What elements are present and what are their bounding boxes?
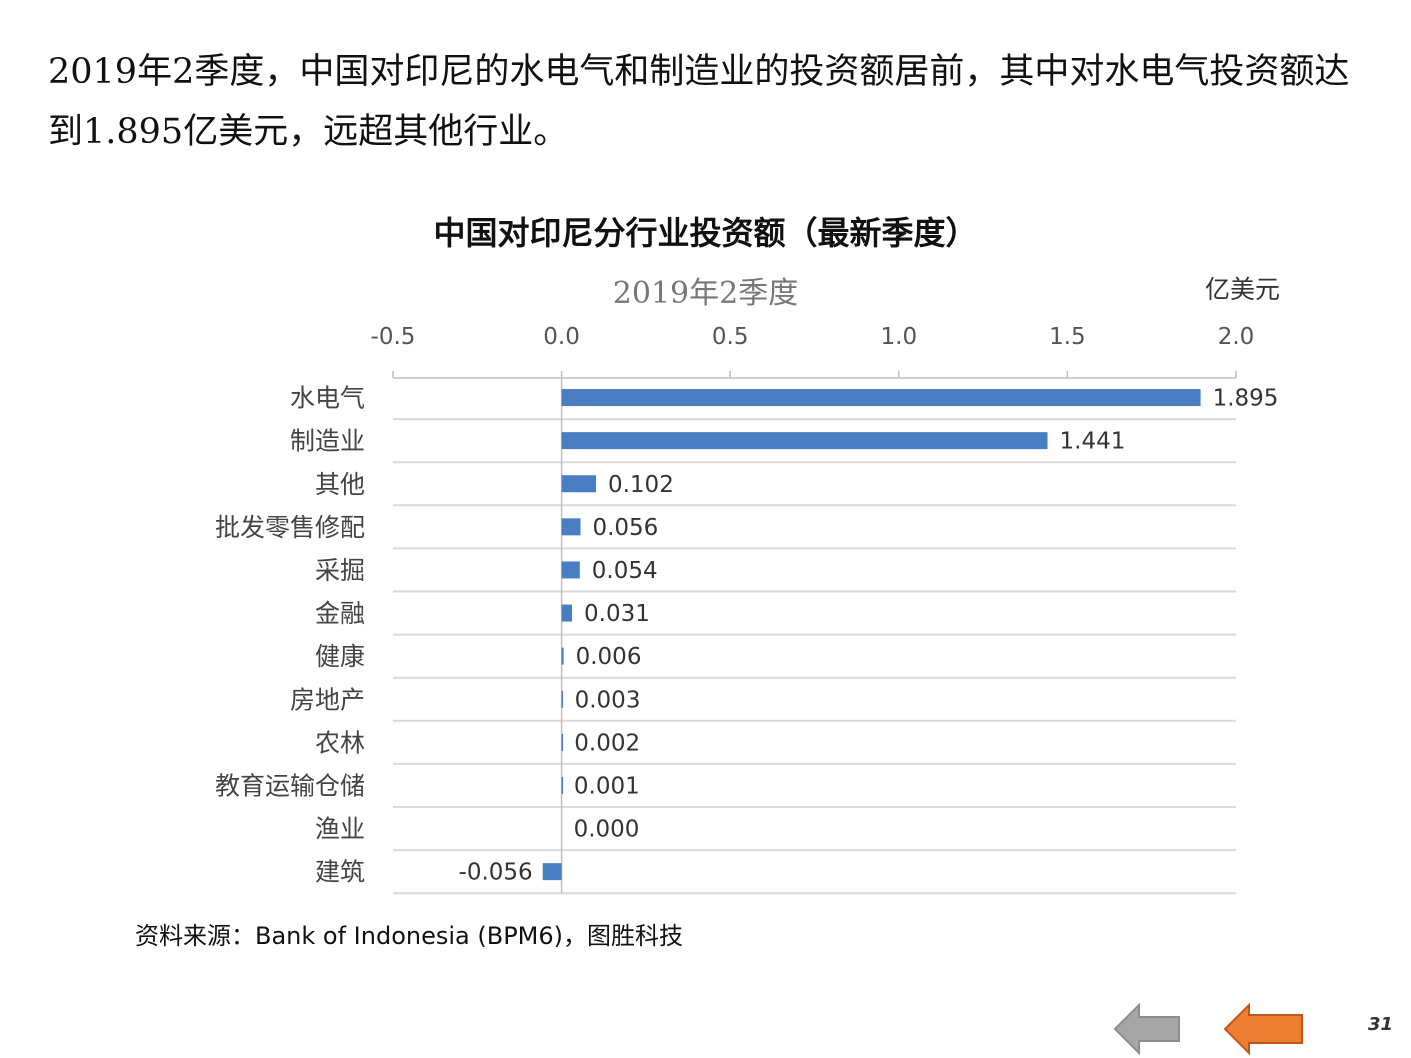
bar <box>561 604 573 622</box>
headline-text: 2019年2季度，中国对印尼的水电气和制造业的投资额居前，其中对水电气投资额达到… <box>48 52 1350 152</box>
data-label: 1.895 <box>1213 386 1279 412</box>
data-label: 1.441 <box>1060 429 1126 455</box>
previous-slide-button[interactable] <box>1112 1002 1182 1056</box>
x-tick-label: 0.5 <box>712 324 749 350</box>
category-label: 建筑 <box>315 858 365 887</box>
category-label: 批发零售修配 <box>215 513 365 542</box>
bar <box>561 690 564 708</box>
data-label: 0.001 <box>574 773 640 799</box>
bar <box>561 561 580 579</box>
data-label: 0.003 <box>575 687 641 713</box>
x-tick-label: 1.0 <box>881 324 918 350</box>
data-label: 0.056 <box>592 515 658 541</box>
category-label: 其他 <box>315 470 365 499</box>
data-label: 0.006 <box>576 644 642 670</box>
x-tick-label: 1.5 <box>1049 324 1086 350</box>
bar <box>561 647 564 665</box>
category-label: 健康 <box>315 642 365 671</box>
data-label: 0.000 <box>574 817 640 843</box>
x-tick-label: 0.0 <box>543 324 580 350</box>
bar <box>561 432 1048 450</box>
data-label: 0.054 <box>592 558 658 584</box>
chart-title: 中国对印尼分行业投资额（最新季度） <box>433 214 978 252</box>
category-label: 农林 <box>315 728 365 757</box>
category-label: 采掘 <box>315 556 365 585</box>
chart-subtitle: 2019年2季度 <box>612 276 799 311</box>
category-label: 金融 <box>315 599 365 628</box>
bar <box>542 863 562 881</box>
category-label: 教育运输仓储 <box>215 771 365 800</box>
source-note: 资料来源：Bank of Indonesia (BPM6)，图胜科技 <box>135 922 684 950</box>
x-tick-label: 2.0 <box>1218 324 1255 350</box>
next-slide-button[interactable] <box>1222 1002 1306 1056</box>
data-label: -0.056 <box>459 860 533 886</box>
data-label: 0.031 <box>584 601 650 627</box>
bar <box>561 733 564 751</box>
bar <box>561 518 581 536</box>
category-label: 房地产 <box>290 685 365 714</box>
left-arrow-icon <box>1223 1002 1303 1056</box>
category-label: 渔业 <box>315 815 365 844</box>
unit-label: 亿美元 <box>1205 275 1281 304</box>
bar <box>561 389 1201 407</box>
data-label: 0.002 <box>574 730 640 756</box>
page-number: 31 <box>1368 1014 1394 1035</box>
x-tick-label: -0.5 <box>371 324 416 350</box>
bar <box>561 776 564 794</box>
bar <box>561 475 596 493</box>
left-arrow-icon <box>1113 1002 1180 1056</box>
category-label: 制造业 <box>290 427 365 456</box>
category-label: 水电气 <box>290 384 365 413</box>
data-label: 0.102 <box>608 472 674 498</box>
